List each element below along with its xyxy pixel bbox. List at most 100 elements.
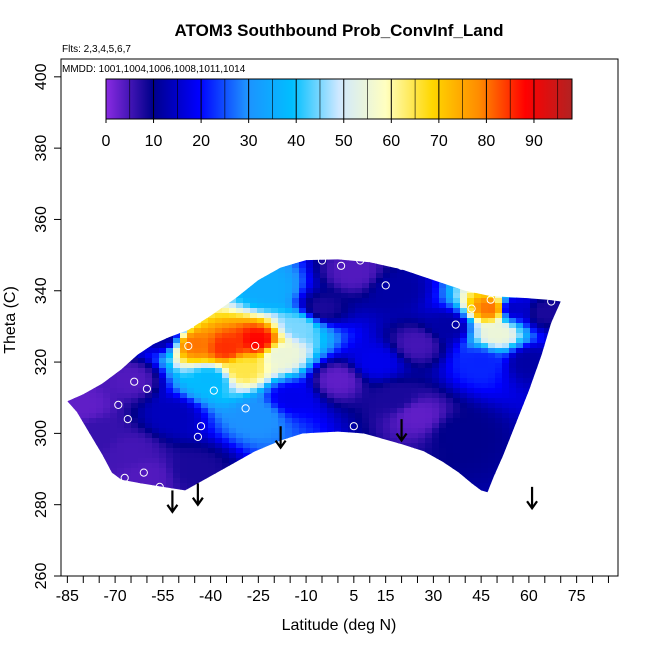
heatmap-cell — [124, 283, 132, 289]
heatmap-cell — [425, 483, 433, 489]
heatmap-cell — [502, 378, 510, 384]
heatmap-cell — [425, 388, 433, 394]
heatmap-cell — [530, 468, 538, 474]
heatmap-cell — [418, 368, 426, 374]
heatmap-cell — [89, 298, 97, 304]
heatmap-cell — [327, 433, 335, 439]
heatmap-cell — [285, 448, 293, 454]
heatmap-cell — [418, 303, 426, 309]
heatmap-cell — [103, 478, 111, 484]
heatmap-cell — [516, 353, 524, 359]
heatmap-cell — [411, 463, 419, 469]
heatmap-cell — [453, 463, 461, 469]
heatmap-cell — [537, 433, 545, 439]
heatmap-cell — [229, 413, 237, 419]
heatmap-cell — [299, 248, 307, 254]
heatmap-cell — [390, 273, 398, 279]
heatmap-cell — [292, 358, 300, 364]
heatmap-cell — [264, 333, 272, 339]
heatmap-cell — [159, 363, 167, 369]
heatmap-cell — [264, 408, 272, 414]
heatmap-cell — [229, 278, 237, 284]
heatmap-cell — [250, 473, 258, 479]
observation-point — [139, 468, 148, 477]
heatmap-cell — [117, 493, 125, 499]
heatmap-cell — [327, 458, 335, 464]
heatmap-cell — [453, 418, 461, 424]
y-tick-label: 380 — [33, 135, 50, 162]
heatmap-cell — [544, 348, 552, 354]
heatmap-cell — [166, 323, 174, 329]
heatmap-cell — [355, 303, 363, 309]
heatmap-cell — [117, 413, 125, 419]
heatmap-cell — [68, 273, 76, 279]
heatmap-cell — [201, 383, 209, 389]
heatmap-cell — [390, 373, 398, 379]
heatmap-cell — [285, 388, 293, 394]
heatmap-cell — [404, 328, 412, 334]
heatmap-cell — [124, 468, 132, 474]
heatmap-cell — [551, 348, 559, 354]
heatmap-cell — [369, 268, 377, 274]
heatmap-cell — [376, 308, 384, 314]
heatmap-cell — [530, 453, 538, 459]
heatmap-cell — [362, 323, 370, 329]
heatmap-cell — [208, 283, 216, 289]
heatmap-cell — [82, 438, 90, 444]
heatmap-cell — [299, 393, 307, 399]
heatmap-cell — [418, 373, 426, 379]
heatmap-cell — [530, 478, 538, 484]
heatmap-cell — [334, 468, 342, 474]
heatmap-cell — [180, 259, 188, 264]
heatmap-cell — [131, 408, 139, 414]
heatmap-cell — [138, 348, 146, 354]
heatmap-cell — [89, 433, 97, 439]
heatmap-cell — [320, 488, 328, 493]
heatmap-cell — [327, 428, 335, 434]
heatmap-cell — [159, 368, 167, 374]
heatmap-cell — [271, 393, 279, 399]
heatmap-cell — [166, 468, 174, 474]
heatmap-cell — [229, 493, 237, 499]
heatmap-cell — [243, 413, 251, 419]
heatmap-cell — [194, 313, 202, 319]
heatmap-cell — [194, 273, 202, 279]
heatmap-cell — [509, 443, 517, 449]
heatmap-cell — [460, 348, 468, 354]
heatmap-cell — [222, 423, 230, 429]
heatmap-cell — [551, 318, 559, 324]
heatmap-cell — [208, 253, 216, 259]
heatmap-cell — [68, 343, 76, 349]
heatmap-cell — [348, 253, 356, 259]
heatmap-cell — [446, 483, 454, 489]
heatmap-cell — [201, 278, 209, 284]
heatmap-cell — [495, 483, 503, 489]
heatmap-cell — [285, 488, 293, 493]
heatmap-cell — [271, 323, 279, 329]
heatmap-cell — [530, 293, 538, 299]
heatmap-cell — [236, 328, 244, 334]
heatmap-cell — [306, 493, 314, 499]
heatmap-cell — [523, 268, 531, 274]
heatmap-cell — [138, 293, 146, 299]
heatmap-cell — [369, 318, 377, 324]
heatmap-cell — [530, 273, 538, 279]
heatmap-cell — [110, 358, 118, 364]
heatmap-cell — [124, 328, 132, 334]
heatmap-cell — [537, 468, 545, 474]
heatmap-cell — [390, 448, 398, 454]
heatmap-cell — [474, 283, 482, 289]
heatmap-cell — [194, 259, 202, 264]
heatmap-cell — [355, 403, 363, 409]
heatmap-cell — [229, 308, 237, 314]
heatmap-cell — [383, 378, 391, 384]
heatmap-cell — [292, 343, 300, 349]
heatmap-cell — [89, 288, 97, 294]
heatmap-cell — [124, 263, 132, 269]
heatmap-cell — [565, 248, 573, 254]
heatmap-cell — [208, 313, 216, 319]
heatmap-cell — [299, 273, 307, 279]
heatmap-cell — [110, 398, 118, 404]
heatmap-cell — [194, 393, 202, 399]
heatmap-cell — [432, 478, 440, 484]
